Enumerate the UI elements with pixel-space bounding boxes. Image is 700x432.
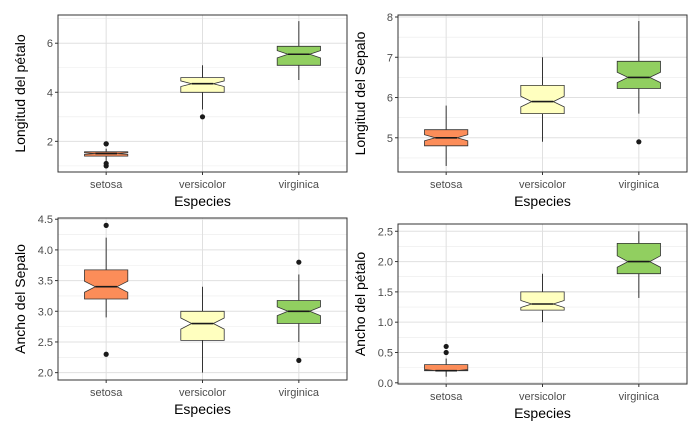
y-axis-label: Ancho del Sepalo: [12, 244, 28, 354]
box-body: [180, 77, 225, 93]
panel-border: [57, 217, 348, 381]
outlier-point: [443, 343, 449, 350]
box-setosa: [84, 141, 129, 169]
chart-panel: 2.0 2.5 3.0 3.5 4.0 4.5 setosa versicolor virgin…: [12, 214, 348, 417]
x-tick-label: virginica: [279, 179, 320, 191]
box-body: [276, 45, 321, 66]
panel-border: [397, 223, 688, 385]
y-tick-label: 4.0: [38, 245, 53, 257]
y-tick-label: 1.0: [378, 317, 393, 329]
y-tick-label: 7: [387, 52, 393, 64]
outlier-point: [636, 139, 642, 145]
x-tick-label: setosa: [90, 387, 123, 399]
box-body: [520, 291, 565, 311]
box-versicolor: [180, 65, 225, 120]
y-tick-label: 6: [47, 38, 53, 50]
x-tick-label: versicolor: [519, 179, 566, 191]
y-tick-label: 3.5: [38, 276, 53, 288]
panel-border: [397, 14, 688, 173]
panel-border: [57, 14, 348, 173]
outlier-point: [103, 141, 109, 147]
box-body: [180, 310, 225, 341]
x-tick-label: setosa: [430, 391, 463, 403]
box-versicolor: [180, 286, 225, 373]
outlier-point: [199, 114, 206, 120]
x-tick-label: versicolor: [179, 179, 226, 191]
y-tick-label: 2.0: [378, 257, 393, 269]
y-tick-label: 5: [387, 133, 393, 145]
box-body: [424, 364, 469, 372]
y-tick-label: 2.5: [38, 337, 53, 349]
y-tick-label: 6: [387, 93, 393, 105]
x-axis-label: Especies: [174, 401, 231, 417]
box-body: [616, 60, 661, 89]
outlier-point: [103, 160, 109, 167]
box-virginica: [616, 21, 661, 145]
y-axis-label: Longitud del Sepalo: [352, 31, 368, 155]
box-body: [616, 242, 661, 275]
chart-panel: 5 6 7 8 setosa versicolor virginica Especies Lon…: [352, 12, 688, 209]
x-tick-label: virginica: [619, 179, 660, 191]
y-axis-label: Longitud del pétalo: [12, 34, 28, 153]
outlier-point: [103, 351, 109, 357]
y-tick-label: 1.5: [378, 287, 393, 299]
y-tick-label: 2.0: [38, 368, 53, 380]
x-tick-label: virginica: [619, 391, 660, 403]
box-body: [520, 85, 565, 114]
x-axis-label: Especies: [174, 193, 231, 209]
x-tick-label: setosa: [430, 179, 463, 191]
y-tick-label: 0.0: [378, 378, 393, 390]
outlier-point: [103, 222, 109, 228]
box-setosa: [424, 343, 469, 377]
chart-panel: 2 4 6 setosa versicolor virginica Especies Long…: [12, 14, 348, 209]
y-tick-label: 2: [47, 136, 53, 148]
x-tick-label: versicolor: [179, 387, 226, 399]
x-tick-label: setosa: [90, 179, 123, 191]
box-virginica: [276, 259, 321, 363]
box-setosa: [84, 222, 129, 357]
y-tick-label: 4: [47, 87, 53, 99]
x-axis-label: Especies: [514, 405, 571, 421]
y-tick-label: 3.0: [38, 306, 53, 318]
chart-panel: 0.0 0.5 1.0 1.5 2.0 2.5 setosa versicolor virgin…: [352, 223, 688, 421]
box-virginica: [276, 21, 321, 81]
box-versicolor: [520, 273, 565, 323]
box-setosa: [424, 105, 469, 166]
outlier-point: [296, 259, 302, 265]
box-virginica: [616, 231, 661, 298]
outlier-point: [443, 349, 449, 356]
y-tick-label: 2.5: [378, 226, 393, 238]
box-body: [84, 269, 129, 300]
x-axis-label: Especies: [514, 193, 571, 209]
x-tick-label: virginica: [279, 387, 320, 399]
y-tick-label: 0.5: [378, 347, 393, 359]
outlier-point: [296, 357, 302, 363]
y-axis-label: Ancho del pétalo: [352, 252, 368, 357]
y-tick-label: 8: [387, 12, 393, 24]
x-tick-label: versicolor: [519, 391, 566, 403]
box-versicolor: [520, 57, 565, 142]
y-tick-label: 4.5: [38, 214, 53, 226]
